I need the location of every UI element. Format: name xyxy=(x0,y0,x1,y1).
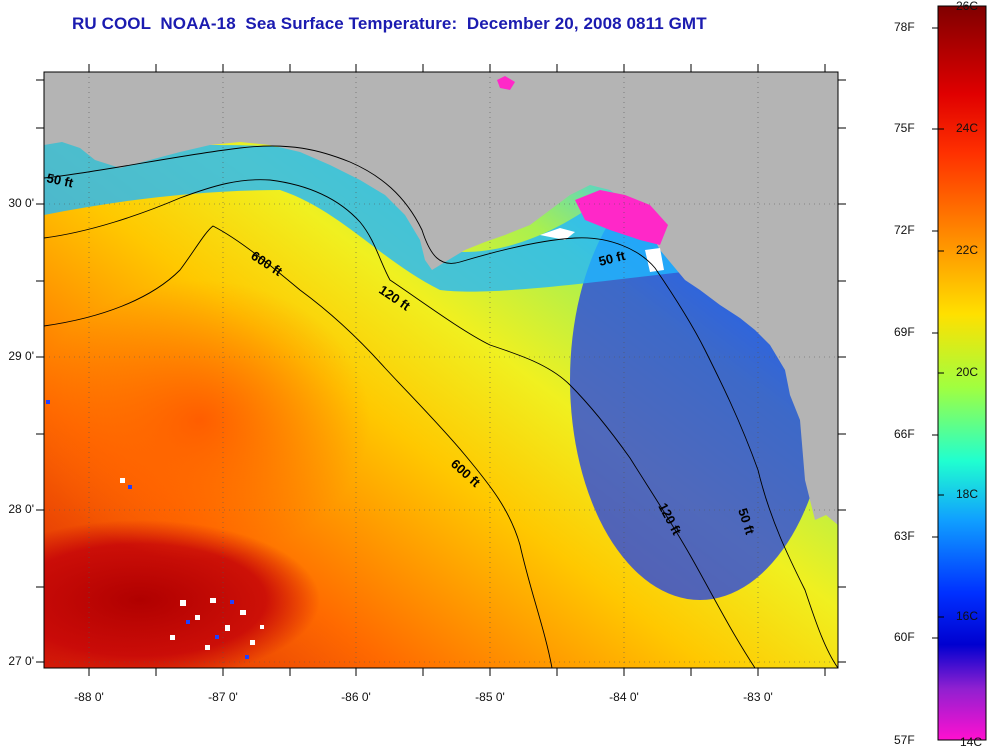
lat-label-27: 27 0' xyxy=(8,654,34,668)
lon-label-85: -85 0' xyxy=(475,690,505,704)
map-frame xyxy=(43,71,839,669)
contour-600ft xyxy=(44,225,553,668)
contour-50ft xyxy=(44,145,838,668)
contour-label-50ft-central: 50 ft xyxy=(597,248,627,269)
colorbar-f-63: 63F xyxy=(894,529,915,543)
colorbar-ticks xyxy=(932,27,944,639)
warm-water-patch xyxy=(44,280,370,560)
clear-sky-speckles xyxy=(46,400,249,659)
contour-label-50ft-west: 50 ft xyxy=(45,170,75,190)
colorbar-f-72: 72F xyxy=(894,223,915,237)
land-area xyxy=(44,72,838,525)
colorbar-c-16: 16C xyxy=(956,609,979,623)
colorbar-c-24: 24C xyxy=(956,121,979,135)
pink-inland-patch xyxy=(497,76,515,90)
lon-label-86: -86 0' xyxy=(341,690,371,704)
colorbar-c-14: 14C xyxy=(960,735,983,749)
colorbar-f-66: 66F xyxy=(894,427,915,441)
cloud-mask xyxy=(540,228,664,272)
lat-label-29: 29 0' xyxy=(8,349,34,363)
lat-label-28: 28 0' xyxy=(8,502,34,516)
axis-ticks xyxy=(36,64,846,676)
colorbar-c-26: 26C xyxy=(956,0,979,13)
colorbar-f-78: 78F xyxy=(894,20,915,34)
colorbar-c-22: 22C xyxy=(956,243,979,257)
cloud-speckles xyxy=(120,478,264,650)
contour-120ft xyxy=(44,179,756,668)
lat-label-30: 30 0' xyxy=(8,196,34,210)
colorbar-f-75: 75F xyxy=(894,121,915,135)
lon-label-84: -84 0' xyxy=(609,690,639,704)
lon-label-83: -83 0' xyxy=(743,690,773,704)
map-title: RU COOL NOAA-18 Sea Surface Temperature:… xyxy=(72,14,707,33)
lon-label-88: -88 0' xyxy=(74,690,104,704)
colorbar-f-69: 69F xyxy=(894,325,915,339)
cool-coastal-band xyxy=(44,140,838,292)
hot-water-patch xyxy=(44,520,320,668)
bathymetry-contours xyxy=(44,145,838,668)
colorbar-c-20: 20C xyxy=(956,365,979,379)
colorbar-f-57: 57F xyxy=(894,733,915,747)
lon-label-87: -87 0' xyxy=(208,690,238,704)
colorbar-c-18: 18C xyxy=(956,487,979,501)
colorbar xyxy=(937,5,987,741)
colorbar-f-60: 60F xyxy=(894,630,915,644)
